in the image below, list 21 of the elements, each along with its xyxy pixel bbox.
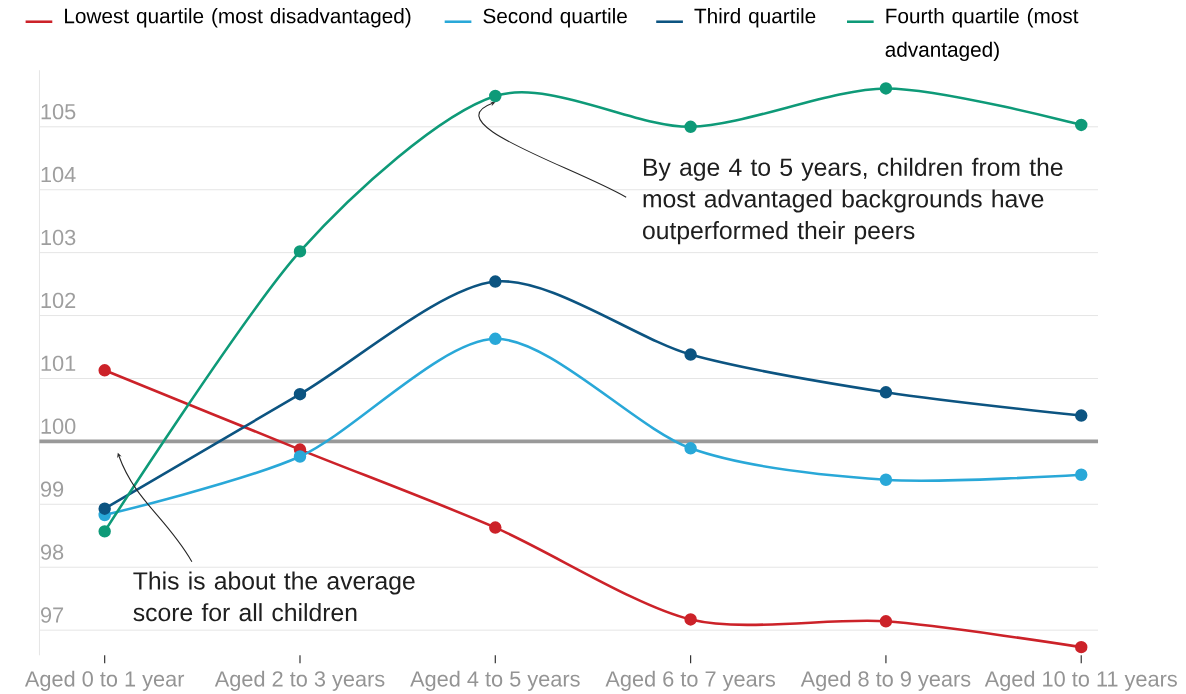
x-tick-label: Aged 10 to 11 years — [984, 670, 1177, 691]
legend-label: Second quartile — [483, 8, 627, 28]
legend-label: Lowest quartile (most disadvantaged) — [65, 8, 411, 28]
x-tick-label: Aged 8 to 9 years — [800, 670, 971, 691]
y-tick-label: 103 — [41, 229, 76, 246]
y-tick-label: 98 — [40, 544, 64, 560]
y-tick-label: 102 — [41, 292, 76, 309]
x-tick-label: Aged 4 to 5 years — [410, 670, 580, 691]
x-tick-label: Aged 6 to 7 years — [605, 670, 776, 691]
annotation: By age 4 to 5 years, children from the most advantaged backgrounds have outperformed their peers — [643, 157, 1063, 245]
y-tick-label: 99 — [40, 481, 64, 497]
legend-label: Fourth quartile (most advantaged) — [885, 8, 1079, 62]
y-tick-label: 104 — [41, 166, 76, 183]
y-tick-label: 101 — [41, 355, 76, 372]
y-tick-label: 105 — [41, 104, 76, 120]
y-tick-label: 97 — [40, 607, 64, 623]
x-tick-label: Aged 0 to 1 year — [24, 670, 185, 691]
y-tick-label: 100 — [41, 418, 76, 435]
annotation: This is about the average score for all children — [133, 571, 415, 622]
legend-label: Third quartile — [694, 8, 816, 28]
x-tick-label: Aged 2 to 3 years — [214, 670, 385, 691]
